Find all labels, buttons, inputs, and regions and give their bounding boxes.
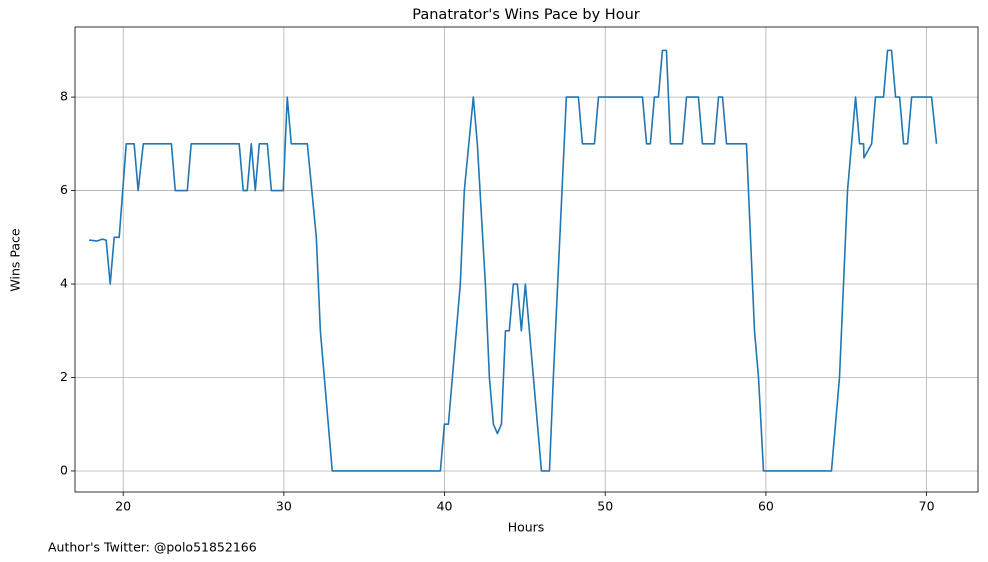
y-tick-label: 8	[60, 89, 68, 104]
y-tick-label: 4	[60, 276, 68, 291]
x-tick-label: 50	[597, 499, 613, 514]
x-axis-label: Hours	[508, 520, 545, 535]
line	[89, 49, 938, 472]
x-tick-label: 70	[919, 499, 935, 514]
y-tick-label: 2	[60, 369, 68, 384]
y-tick-label: 6	[60, 182, 68, 197]
plot-frame	[74, 26, 979, 493]
x-tick-label: 20	[115, 499, 131, 514]
annotation: Author's Twitter: @polo51852166	[48, 540, 257, 555]
chart-title: Panatrator's Wins Pace by Hour	[412, 7, 639, 23]
y-tick-label: 0	[60, 462, 68, 477]
x-tick-label: 60	[758, 499, 774, 514]
y-axis-label: Wins Pace	[8, 228, 23, 291]
x-tick-label: 40	[437, 499, 453, 514]
x-tick-label: 30	[276, 499, 292, 514]
